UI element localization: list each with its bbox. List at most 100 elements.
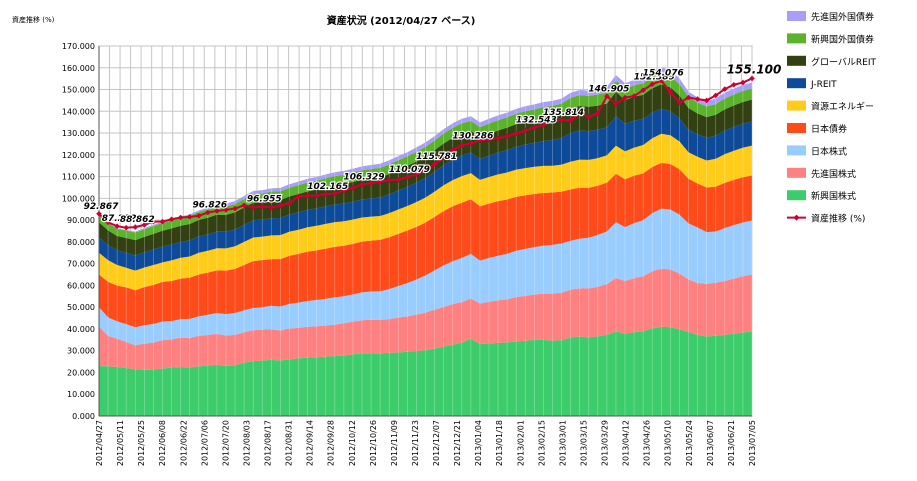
legend-swatch bbox=[787, 167, 806, 178]
total-point bbox=[613, 101, 619, 107]
area-series-2 bbox=[99, 208, 752, 346]
total-point bbox=[214, 208, 220, 214]
total-point bbox=[585, 114, 592, 120]
total-point bbox=[531, 124, 538, 131]
total-point bbox=[558, 117, 565, 124]
data-label: 135.814 bbox=[543, 108, 584, 118]
y-tick-label: 110.000 bbox=[62, 173, 95, 182]
total-point bbox=[168, 216, 175, 223]
total-point bbox=[431, 161, 438, 167]
legend-label: 日本債券 bbox=[811, 123, 847, 135]
total-point bbox=[667, 89, 674, 95]
legend-label: 新興国株式 bbox=[811, 190, 856, 202]
x-tick-label: 2012/10/12 bbox=[348, 420, 357, 466]
data-label: 106.329 bbox=[344, 173, 385, 183]
total-point bbox=[132, 224, 139, 230]
legend-line-marker bbox=[793, 214, 800, 221]
area-series-3 bbox=[99, 162, 752, 328]
x-tick-label: 2012/05/25 bbox=[137, 420, 146, 466]
data-label: 102.165 bbox=[307, 182, 348, 192]
x-tick-label: 2013/03/01 bbox=[558, 420, 567, 466]
legend-label: 新興国外国債券 bbox=[811, 33, 874, 45]
x-tick-label: 2012/11/23 bbox=[411, 420, 420, 466]
y-tick-label: 170.000 bbox=[62, 42, 95, 51]
total-point bbox=[250, 204, 256, 211]
total-point bbox=[341, 187, 347, 194]
legend-label: 先進国株式 bbox=[811, 168, 856, 180]
total-point bbox=[186, 214, 193, 220]
y-tick-label: 70.000 bbox=[67, 260, 95, 269]
total-point bbox=[105, 219, 111, 226]
total-point bbox=[304, 192, 311, 199]
x-tick-label: 2012/12/21 bbox=[453, 420, 462, 466]
data-label: 88.862 bbox=[120, 215, 155, 225]
legend-label: 先進国外国債券 bbox=[811, 11, 874, 23]
total-point bbox=[676, 100, 683, 106]
y-tick-label: 0.000 bbox=[72, 412, 95, 421]
x-tick-label: 2012/07/06 bbox=[200, 420, 209, 466]
total-point bbox=[576, 110, 583, 117]
total-point bbox=[694, 96, 701, 102]
total-point bbox=[332, 190, 338, 197]
total-point bbox=[350, 184, 356, 191]
total-point bbox=[522, 127, 529, 134]
total-point bbox=[286, 200, 293, 206]
x-tick-label: 2013/03/15 bbox=[579, 420, 588, 466]
x-tick-label: 2012/09/14 bbox=[306, 420, 315, 466]
x-tick-label: 2012/11/09 bbox=[390, 420, 399, 466]
total-point bbox=[631, 93, 637, 99]
total-point bbox=[232, 205, 238, 212]
total-point bbox=[703, 97, 710, 104]
legend-swatch bbox=[787, 78, 806, 89]
x-tick-label: 2012/09/28 bbox=[327, 420, 336, 466]
legend-label: 資産推移 (%) bbox=[811, 213, 865, 225]
total-point bbox=[159, 218, 166, 225]
total-point bbox=[177, 214, 184, 221]
total-point bbox=[368, 180, 374, 186]
total-point bbox=[658, 77, 665, 84]
x-tick-label: 2012/06/08 bbox=[158, 420, 167, 466]
x-tick-label: 2012/07/20 bbox=[221, 420, 230, 466]
y-tick-label: 160.000 bbox=[62, 64, 95, 73]
y-tick-label: 150.000 bbox=[62, 86, 95, 95]
legend-swatch bbox=[787, 123, 806, 133]
total-point bbox=[295, 193, 302, 200]
total-point bbox=[468, 140, 474, 147]
chart-title: 資産状況 (2012/04/27 ベース) bbox=[327, 14, 476, 27]
x-tick-label: 2012/12/07 bbox=[432, 420, 441, 466]
area-series-7 bbox=[99, 72, 752, 241]
data-label: 152.389 bbox=[634, 72, 675, 82]
x-tick-label: 2012/06/22 bbox=[179, 420, 188, 466]
legend-label: 資源エネルギー bbox=[811, 101, 874, 113]
x-tick-label: 2012/04/27 bbox=[95, 420, 104, 466]
x-tick-label: 2012/08/31 bbox=[285, 420, 294, 466]
total-point bbox=[685, 94, 692, 101]
y-axis-label: 資産推移 (%) bbox=[12, 15, 55, 24]
x-tick-label: 2012/08/17 bbox=[264, 420, 273, 466]
y-tick-label: 140.000 bbox=[62, 107, 95, 116]
total-point bbox=[313, 192, 320, 199]
total-point bbox=[277, 202, 284, 209]
total-point bbox=[223, 207, 229, 213]
x-tick-label: 2013/04/26 bbox=[643, 420, 652, 466]
total-point bbox=[567, 117, 574, 124]
total-point bbox=[449, 147, 456, 154]
total-point bbox=[749, 75, 755, 82]
total-point bbox=[486, 136, 492, 143]
area-series-8 bbox=[99, 67, 752, 233]
x-tick-label: 2013/04/12 bbox=[622, 420, 631, 466]
x-tick-label: 2013/02/01 bbox=[516, 420, 525, 466]
total-point bbox=[504, 133, 510, 140]
y-tick-label: 30.000 bbox=[67, 347, 95, 356]
data-label: 115.781 bbox=[416, 152, 457, 162]
x-tick-label: 2013/01/18 bbox=[495, 420, 504, 466]
total-point bbox=[123, 224, 130, 231]
data-label: 146.905 bbox=[588, 84, 629, 94]
data-label: 87.232 bbox=[102, 214, 137, 224]
data-label: 154.076 bbox=[643, 69, 684, 79]
total-point bbox=[477, 137, 483, 144]
y-tick-label: 90.000 bbox=[67, 216, 95, 225]
y-tick-label: 20.000 bbox=[67, 368, 95, 377]
